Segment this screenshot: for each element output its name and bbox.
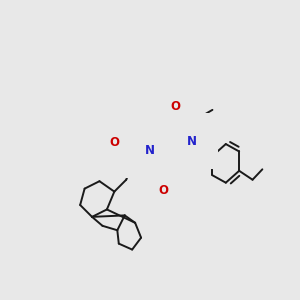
Text: O: O [158, 184, 168, 196]
Text: O: O [170, 100, 180, 113]
Text: O: O [109, 136, 119, 149]
Text: N: N [187, 135, 196, 148]
Text: N: N [145, 143, 155, 157]
